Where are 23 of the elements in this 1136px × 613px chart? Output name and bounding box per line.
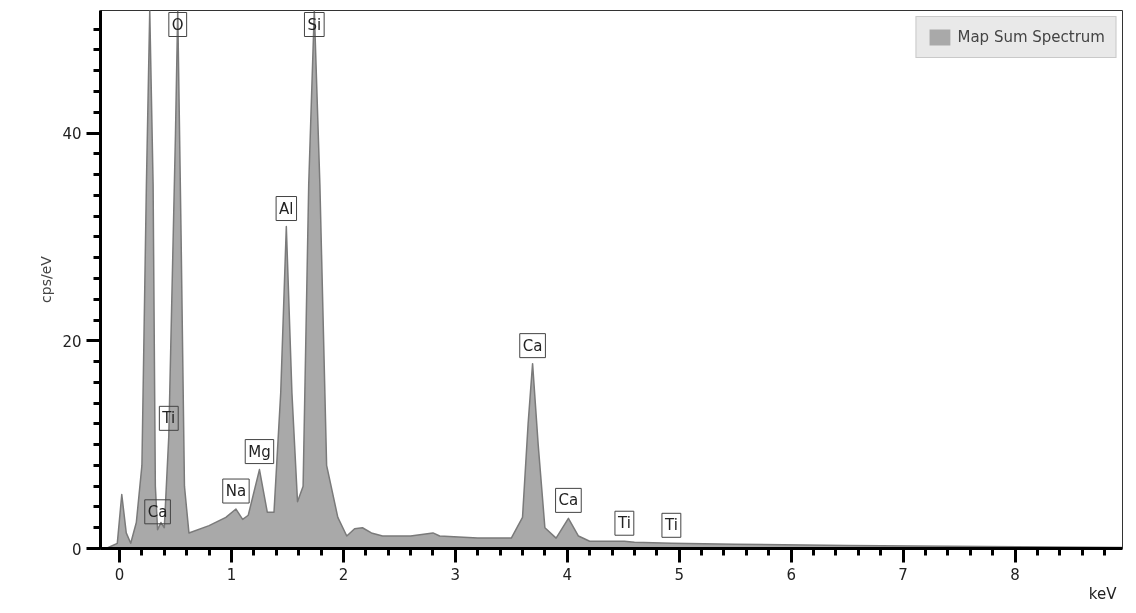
- annotation: Ti: [663, 516, 678, 535]
- legend-label: Map Sum Spectrum: [957, 28, 1105, 46]
- x-axis-title: keV: [1088, 584, 1118, 603]
- annotation: Al: [279, 199, 294, 218]
- annotation: Ti: [616, 514, 631, 533]
- x-tick-label: 7: [898, 565, 908, 584]
- y-tick-label: 0: [71, 540, 82, 559]
- x-tick-label: 6: [786, 565, 796, 584]
- x-tick-label: 0: [114, 565, 125, 584]
- y-axis-title: cps/eV: [38, 255, 55, 303]
- annotation: Na: [225, 482, 247, 501]
- x-tick-label: 3: [450, 565, 461, 584]
- annotation: Ti: [161, 409, 176, 428]
- y-tick-label: 20: [62, 332, 82, 351]
- x-tick-label: 4: [562, 565, 573, 584]
- y-tick-label: 40: [62, 125, 82, 144]
- annotation: Ca: [558, 491, 579, 510]
- x-tick-label: 1: [226, 565, 237, 584]
- x-tick-label: 5: [674, 565, 684, 584]
- annotation: Mg: [248, 442, 271, 461]
- x-tick-label: 2: [338, 565, 349, 584]
- x-tick-label: 8: [1010, 565, 1020, 584]
- annotation: Ca: [522, 336, 543, 355]
